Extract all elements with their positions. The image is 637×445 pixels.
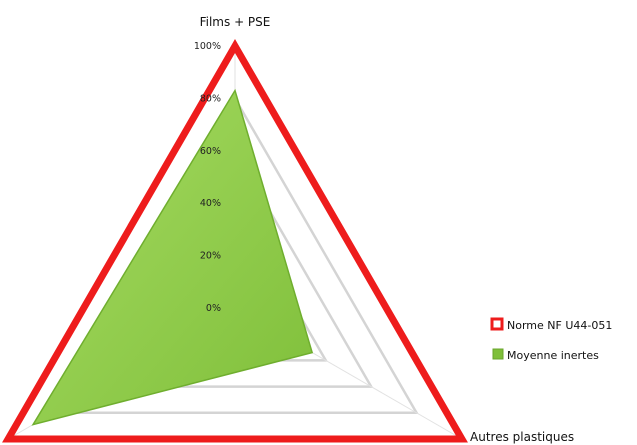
axis-labels: Films + PSE Autres plastiques [200,15,574,444]
tick-label-80pct: 80% [200,93,221,104]
tick-label-100pct: 100% [194,41,221,52]
legend-swatch-moyenne [492,348,504,360]
axis-label-2: Autres plastiques [470,430,574,444]
tick-label-40pct: 40% [200,198,221,209]
tick-label-0pct: 0% [206,303,221,314]
legend-label-moyenne: Moyenne inertes [507,349,599,362]
legend-label-norme: Norme NF U44-051 [507,319,612,332]
legend-item-norme[interactable]: Norme NF U44-051 [490,317,612,332]
series-2-polygon [31,88,314,426]
legend-item-moyenne[interactable]: Moyenne inertes [492,348,599,362]
legend-swatch-norme [490,317,504,331]
series-1-polygon [2,38,468,443]
radial-tick-labels: 0% 20% 40% 60% 80% 100% [194,41,221,314]
radar-series [2,38,468,443]
tick-label-60pct: 60% [200,146,221,157]
tick-label-20pct: 20% [200,251,221,262]
axis-label-1: Films + PSE [200,15,271,29]
legend: Norme NF U44-051 Moyenne inertes [490,317,612,362]
